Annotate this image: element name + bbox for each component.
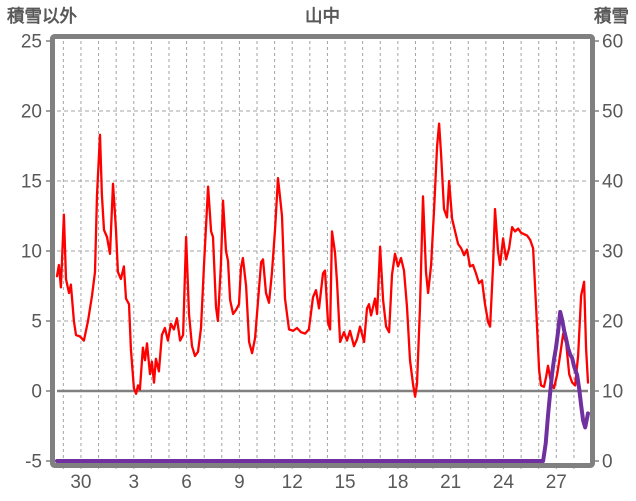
- right-axis-title: 積雪: [594, 6, 629, 26]
- right-axis-tick-label: 40: [602, 172, 623, 193]
- x-axis-tick-label: 12: [282, 472, 303, 493]
- left-axis-tick-label: 5: [31, 312, 42, 333]
- x-axis-tick-label: 24: [493, 472, 515, 493]
- left-axis-tick-label: 15: [21, 172, 42, 193]
- x-axis-tick-label: 21: [440, 472, 461, 493]
- x-axis-tick-label: 3: [128, 472, 139, 493]
- left-axis-tick-label: -5: [25, 452, 42, 473]
- right-axis-tick-label: 10: [602, 382, 623, 403]
- plot-frame: [50, 34, 595, 468]
- left-axis-title: 積雪以外: [7, 6, 77, 26]
- left-axis-tick-label: 10: [21, 242, 42, 263]
- right-axis-tick-label: 20: [602, 312, 623, 333]
- x-axis-tick-label: 27: [546, 472, 567, 493]
- left-axis-tick-label: 0: [31, 382, 42, 403]
- left-axis-tick-label: 20: [21, 102, 42, 123]
- right-axis-tick-label: 50: [602, 102, 623, 123]
- series-line-0: [55, 122, 590, 398]
- x-axis-tick-label: 15: [334, 472, 355, 493]
- chart-title: 山中: [305, 6, 340, 26]
- left-axis-tick-label: 25: [21, 32, 42, 53]
- series-line-1: [55, 309, 590, 463]
- right-axis-tick-label: 60: [602, 32, 623, 53]
- x-axis-tick-label: 6: [181, 472, 192, 493]
- right-axis-tick-label: 0: [602, 452, 613, 473]
- x-axis-tick-label: 30: [70, 472, 91, 493]
- x-axis-tick-label: 18: [387, 472, 408, 493]
- x-axis-tick-label: 9: [234, 472, 245, 493]
- right-axis-tick-label: 30: [602, 242, 623, 263]
